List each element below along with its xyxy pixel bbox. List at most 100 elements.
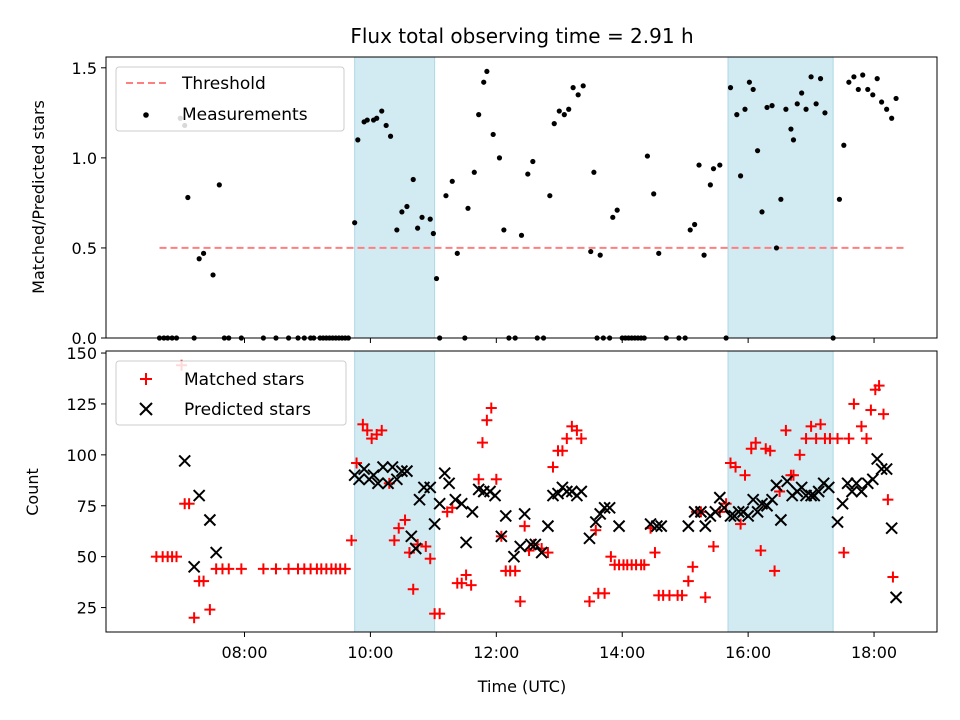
measurement-point (696, 162, 702, 168)
measurement-point (530, 158, 536, 165)
measurement-point (561, 112, 567, 118)
matched-star-point (583, 595, 595, 607)
matched-star-point (357, 418, 369, 430)
matched-star-point (456, 577, 468, 589)
top-y-axis-label: Matched/Predicted stars (29, 100, 48, 294)
measurement-point (754, 148, 761, 154)
matched-star-point (676, 589, 688, 601)
measurement-point (808, 74, 814, 80)
bottom-x-ticks: 08:00 10:00 12:00 14:00 16:00 18:00 (221, 632, 897, 662)
predicted-star-point (541, 519, 555, 533)
measurement-point (860, 72, 866, 78)
x-tick-label: 08:00 (221, 643, 267, 662)
predicted-star-point (709, 505, 722, 519)
measurement-point (484, 68, 490, 75)
y-tick-label: 0.0 (72, 329, 97, 348)
legend-measurements-swatch (143, 112, 149, 118)
predicted-star-point (442, 477, 456, 490)
predicted-star-point (741, 509, 755, 523)
measurement-point (794, 101, 800, 107)
predicted-star-point (713, 491, 727, 504)
matched-star-point (838, 547, 850, 559)
bottom-axes-frame (105, 350, 938, 633)
matched-star-point (412, 538, 424, 550)
measurement-point (783, 106, 789, 112)
predicted-star-point (589, 515, 602, 529)
matched-star-point (649, 547, 661, 559)
bottom-legend-box (115, 360, 347, 426)
top-x-ticks (244, 338, 875, 343)
measurement-point (644, 153, 651, 159)
predicted-star-point (424, 481, 437, 494)
measurement-point (884, 106, 890, 112)
predicted-star-point (192, 489, 206, 502)
matched-star-point (339, 563, 351, 575)
predicted-star-point (765, 493, 779, 506)
matched-star-point (204, 604, 216, 616)
matched-star-point (882, 494, 894, 506)
predicted-star-point (352, 473, 366, 486)
legend-measurements-label: Measurements (182, 105, 308, 125)
measurement-point (588, 248, 594, 255)
matched-star-point (393, 522, 405, 534)
predicted-star-point (357, 462, 371, 476)
measurement-point (597, 252, 603, 258)
predicted-star-point (831, 515, 844, 529)
matched-star-point (485, 402, 497, 414)
predicted-star-point (699, 519, 712, 533)
matched-star-point (351, 457, 363, 469)
measurement-point (525, 171, 531, 177)
matched-star-point (873, 380, 885, 392)
predicted-star-point (812, 485, 825, 498)
measurement-point (851, 74, 857, 80)
measurement-point (610, 214, 616, 220)
matched-star-point (755, 545, 767, 557)
matched-star-point (542, 547, 554, 559)
y-tick-label: 1.0 (72, 149, 97, 168)
matched-star-point (887, 571, 899, 583)
matched-star-point (465, 579, 477, 591)
matched-star-point (575, 433, 587, 445)
measurement-point (465, 205, 471, 211)
measurement-point (737, 173, 744, 179)
measurement-point (813, 101, 819, 107)
measurement-point (419, 214, 425, 220)
measurement-point (591, 169, 597, 175)
measurement-point (790, 137, 797, 143)
measurement-point (742, 106, 748, 112)
x-tick-label: 18:00 (851, 643, 897, 662)
bottom-y-ticks: 25 50 75 100 125 150 (66, 344, 106, 618)
predicted-star-point (845, 485, 859, 498)
measurement-point (443, 193, 449, 199)
measurement-point (355, 137, 361, 143)
measurement-point (394, 227, 400, 233)
top-panel: 0.0 0.5 1.0 1.5 Matched/Predicted stars (29, 56, 938, 348)
measurement-point (893, 95, 899, 102)
bottom-panel: 25 50 75 100 125 150 08:00 10:00 12:00 14:00 16:0… (23, 344, 938, 696)
matched-star-point (547, 461, 559, 473)
measurement-point (374, 115, 380, 121)
predicted-star-point (390, 473, 404, 486)
measurement-point (799, 90, 805, 96)
matched-star-point (682, 575, 694, 587)
predicted-star-point (518, 507, 531, 521)
measurement-point (773, 245, 780, 251)
measurement-point (185, 194, 191, 201)
predicted-star-point (575, 485, 588, 498)
chart-title: Flux total observing time = 2.91 h (350, 24, 693, 48)
predicted-star-point (751, 505, 764, 519)
measurement-point (822, 110, 828, 116)
matched-star-point (815, 418, 827, 430)
predicted-star-point (455, 497, 468, 510)
matched-star-point (638, 559, 650, 571)
matched-star-point (490, 473, 502, 485)
top-legend-box (115, 66, 345, 132)
measurement-point (764, 104, 770, 111)
measurement-point (518, 232, 525, 238)
matched-star-point (877, 408, 889, 420)
measurement-point (379, 108, 385, 114)
y-tick-label: 75 (77, 497, 97, 516)
predicted-star-point (203, 513, 217, 527)
measurement-point (387, 133, 394, 139)
predicted-star-point (413, 493, 426, 506)
